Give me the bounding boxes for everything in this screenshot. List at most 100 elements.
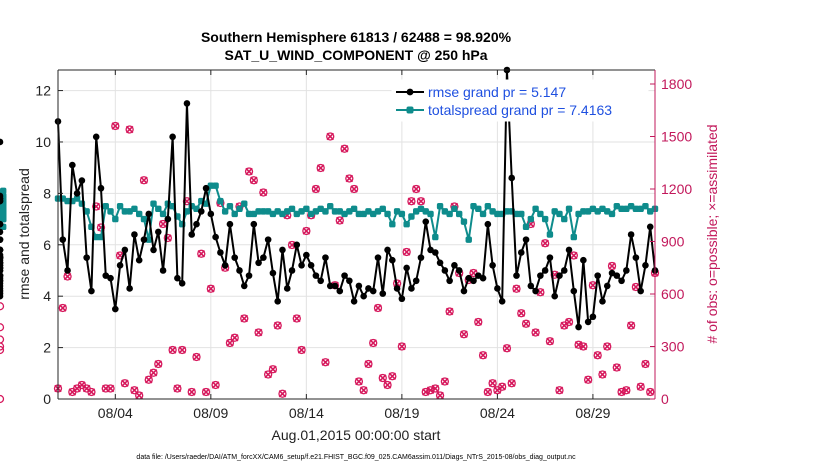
rmse-point — [135, 256, 143, 264]
obs-assimilated-point — [250, 176, 258, 185]
spread-point — [479, 210, 487, 218]
x-tick-label: 08/04 — [98, 405, 133, 421]
obs-assimilated-point — [579, 342, 588, 351]
obs-assimilated-point — [340, 144, 349, 153]
obs-possible-point — [349, 184, 359, 194]
obs-assimilated-point — [350, 185, 358, 193]
obs-assimilated-point — [517, 309, 526, 318]
obs-possible-point — [240, 314, 249, 323]
rmse-point — [274, 298, 281, 305]
obs-assimilated-point — [555, 386, 564, 395]
rmse-point — [279, 246, 286, 254]
obs-possible-point — [459, 330, 469, 339]
y2-tick-label: 600 — [661, 286, 685, 302]
rmse-point — [489, 262, 496, 269]
rmse-point — [637, 287, 644, 295]
y-tick-label: 6 — [43, 237, 51, 253]
obs-possible-point — [416, 197, 426, 206]
obs-assimilated-point — [149, 368, 158, 377]
y2-tick-label: 300 — [661, 339, 685, 355]
obs-assimilated-point — [269, 365, 277, 374]
rmse-point — [107, 274, 114, 282]
legend-box — [391, 79, 649, 122]
obs-possible-point — [354, 377, 364, 386]
obs-assimilated-point — [187, 388, 196, 396]
obs-possible-point — [369, 338, 378, 348]
obs-assimilated-point — [168, 346, 177, 354]
obs-possible-point — [0, 323, 5, 332]
obs-possible-point — [311, 184, 321, 194]
obs-assimilated-point — [503, 344, 511, 353]
rmse-point — [580, 256, 587, 264]
spread-point — [116, 203, 124, 210]
spread-point — [432, 233, 439, 241]
rmse-point — [646, 223, 654, 231]
rmse-point — [355, 282, 363, 290]
rmse-point — [393, 285, 401, 292]
rmse-point — [236, 267, 243, 274]
obs-assimilated-point — [617, 388, 626, 396]
x-tick-label: 08/29 — [575, 405, 610, 421]
obs-possible-point — [197, 249, 206, 258]
obs-assimilated-point — [364, 360, 373, 368]
rmse-point — [618, 277, 625, 285]
y2-tick-label: 1800 — [661, 76, 692, 92]
obs-possible-point — [225, 338, 235, 348]
spread-point — [389, 221, 396, 228]
obs-possible-point — [0, 394, 5, 404]
spread-point — [561, 215, 568, 223]
rmse-point — [0, 138, 4, 146]
rmse-point — [0, 246, 4, 254]
obs-possible-point — [593, 351, 602, 360]
rmse-point — [341, 272, 348, 279]
rmse-point — [0, 267, 4, 274]
rmse-point — [116, 262, 124, 269]
obs-possible-point — [612, 363, 621, 372]
obs-possible-point — [178, 345, 187, 355]
obs-possible-point — [125, 125, 134, 134]
rmse-point — [92, 133, 100, 141]
obs-assimilated-point — [412, 185, 420, 193]
rmse-point — [551, 292, 559, 300]
rmse-point — [197, 208, 205, 215]
rmse-point — [422, 218, 430, 225]
obs-assimilated-point — [321, 358, 330, 367]
x-tick-label: 08/19 — [384, 405, 419, 421]
obs-assimilated-point — [522, 319, 530, 328]
obs-assimilated-point — [73, 384, 81, 393]
obs-possible-point — [139, 176, 149, 185]
spread-point — [565, 205, 573, 212]
spread-point — [556, 210, 563, 218]
obs-possible-point — [0, 302, 5, 311]
spread-point — [241, 200, 248, 207]
obs-assimilated-point — [431, 384, 440, 393]
spread-point — [475, 205, 482, 212]
legend: rmse grand pr = 5.147 totalspread grand … — [391, 79, 649, 122]
rmse-point — [88, 287, 95, 295]
obs-possible-point — [397, 342, 407, 351]
x-tick-label: 08/24 — [480, 405, 515, 421]
rmse-point — [412, 277, 420, 285]
rmse-point — [322, 254, 329, 261]
obs-possible-point — [273, 321, 282, 330]
obs-assimilated-point — [441, 377, 449, 386]
y-tick-label: 0 — [43, 391, 51, 407]
obs-assimilated-point — [240, 314, 249, 323]
rmse-point — [451, 262, 458, 269]
obs-possible-point — [187, 387, 196, 397]
obs-possible-point — [144, 375, 153, 384]
rmse-point — [0, 228, 4, 236]
obs-assimilated-point — [259, 188, 268, 197]
obs-assimilated-point — [111, 122, 120, 130]
rmse-point — [0, 262, 4, 269]
rmse-point — [317, 277, 324, 285]
obs-possible-point — [517, 309, 526, 318]
rmse-point — [293, 241, 301, 249]
obs-possible-point — [345, 174, 354, 183]
obs-possible-point — [412, 184, 421, 194]
rmse-point — [245, 272, 253, 279]
rmse-point — [556, 272, 563, 279]
obs-assimilated-point — [388, 372, 397, 381]
rmse-point — [379, 290, 387, 297]
